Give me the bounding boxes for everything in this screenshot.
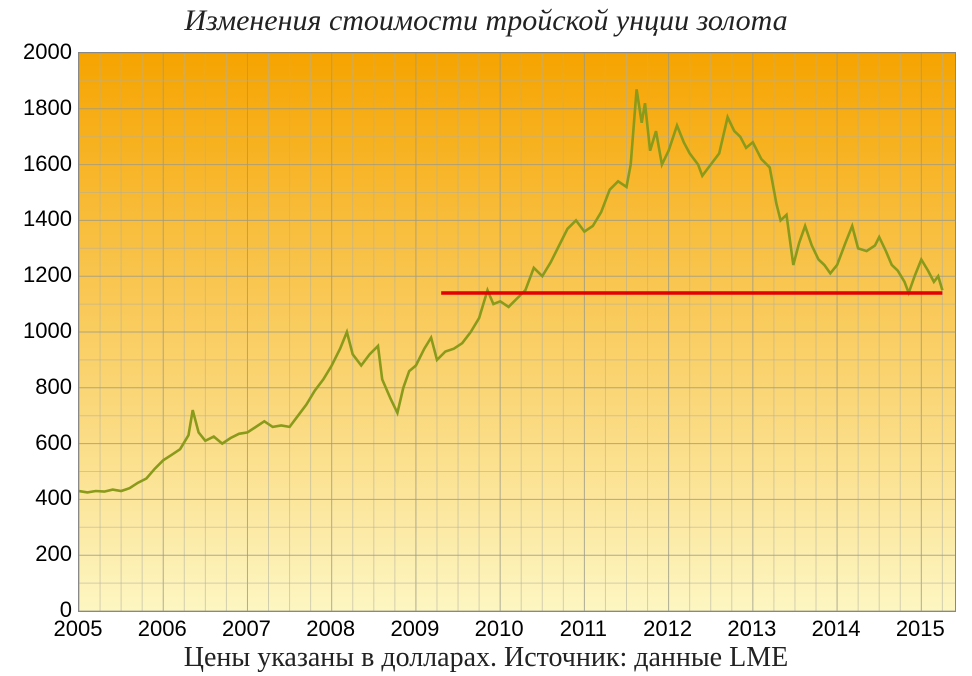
chart-title: Изменения стоимости тройской унции золот…	[0, 4, 972, 38]
y-tick-label: 1600	[12, 151, 72, 177]
x-tick-label: 2008	[306, 616, 355, 642]
y-tick-label: 400	[12, 485, 72, 511]
x-tick-label: 2012	[643, 616, 692, 642]
y-tick-label: 1800	[12, 95, 72, 121]
y-tick-label: 200	[12, 541, 72, 567]
x-tick-label: 2010	[475, 616, 524, 642]
plot-area	[78, 52, 956, 612]
x-tick-label: 2011	[560, 616, 607, 642]
x-tick-label: 2006	[138, 616, 187, 642]
chart-caption: Цены указаны в долларах. Источник: данны…	[0, 642, 972, 674]
plot-svg	[79, 53, 955, 611]
y-tick-label: 1200	[12, 262, 72, 288]
x-tick-label: 2013	[727, 616, 776, 642]
y-tick-label: 600	[12, 430, 72, 456]
x-tick-label: 2009	[390, 616, 439, 642]
x-tick-label: 2015	[896, 616, 945, 642]
y-tick-label: 2000	[12, 39, 72, 65]
x-tick-label: 2014	[812, 616, 861, 642]
gold-price-chart: Изменения стоимости тройской унции золот…	[0, 0, 972, 676]
x-tick-label: 2007	[222, 616, 271, 642]
y-tick-label: 800	[12, 374, 72, 400]
y-tick-label: 1400	[12, 206, 72, 232]
y-tick-label: 1000	[12, 318, 72, 344]
x-tick-label: 2005	[54, 616, 103, 642]
